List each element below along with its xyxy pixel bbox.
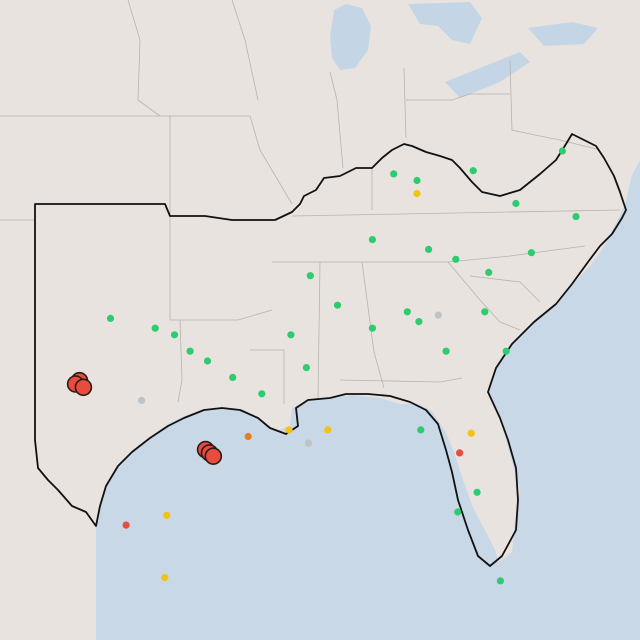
station-marker-17[interactable] (527, 249, 536, 257)
station-marker-22[interactable] (413, 176, 421, 185)
station-marker-35[interactable] (244, 432, 252, 441)
lake-michigan (330, 4, 371, 70)
station-marker-16[interactable] (485, 268, 493, 276)
station-marker-23[interactable] (425, 245, 433, 253)
gulf-of-mexico (96, 160, 640, 640)
station-marker-33[interactable] (324, 426, 332, 434)
station-marker-10[interactable] (368, 324, 376, 332)
lake-erie (445, 52, 530, 98)
station-marker-6[interactable] (258, 390, 266, 398)
station-marker-21[interactable] (390, 170, 398, 178)
station-marker-20[interactable] (368, 236, 376, 244)
station-marker-28[interactable] (454, 508, 462, 516)
station-marker-34[interactable] (285, 426, 293, 434)
station-marker-43[interactable] (138, 396, 146, 404)
station-marker-13[interactable] (442, 347, 450, 355)
station-marker-5[interactable] (229, 373, 237, 381)
station-marker-38[interactable] (122, 521, 130, 529)
marker-layer (66, 147, 580, 585)
station-marker-4[interactable] (203, 357, 212, 365)
station-marker-8[interactable] (302, 364, 310, 372)
station-marker-1[interactable] (151, 324, 159, 332)
station-marker-32[interactable] (467, 429, 475, 437)
station-marker-36[interactable] (163, 511, 171, 519)
station-marker-26[interactable] (512, 199, 520, 208)
station-marker-31[interactable] (417, 426, 425, 434)
station-marker-9[interactable] (333, 301, 342, 309)
station-marker-30[interactable] (496, 577, 504, 585)
station-marker-15[interactable] (502, 347, 510, 355)
lake-ontario (528, 22, 598, 46)
station-marker-39[interactable] (456, 449, 464, 457)
station-marker-42[interactable] (434, 311, 442, 319)
station-marker-12[interactable] (415, 318, 423, 326)
lake-huron (408, 2, 482, 44)
station-marker-49[interactable] (74, 378, 93, 397)
station-marker-14[interactable] (481, 308, 489, 316)
station-marker-0[interactable] (106, 314, 115, 322)
station-marker-7[interactable] (287, 331, 295, 339)
station-marker-3[interactable] (186, 347, 194, 355)
region-outline (34, 133, 627, 567)
station-marker-19[interactable] (572, 213, 580, 221)
station-marker-37[interactable] (161, 574, 169, 582)
state-borders (0, 0, 621, 404)
station-marker-11[interactable] (403, 308, 411, 316)
station-marker-18[interactable] (558, 147, 567, 155)
station-marker-40[interactable] (413, 190, 421, 198)
station-marker-29[interactable] (473, 488, 481, 496)
station-marker-46[interactable] (204, 447, 223, 466)
station-marker-25[interactable] (469, 167, 477, 175)
station-marker-2[interactable] (170, 331, 179, 339)
station-marker-24[interactable] (452, 255, 460, 263)
station-marker-41[interactable] (304, 439, 312, 447)
station-marker-27[interactable] (306, 272, 314, 280)
